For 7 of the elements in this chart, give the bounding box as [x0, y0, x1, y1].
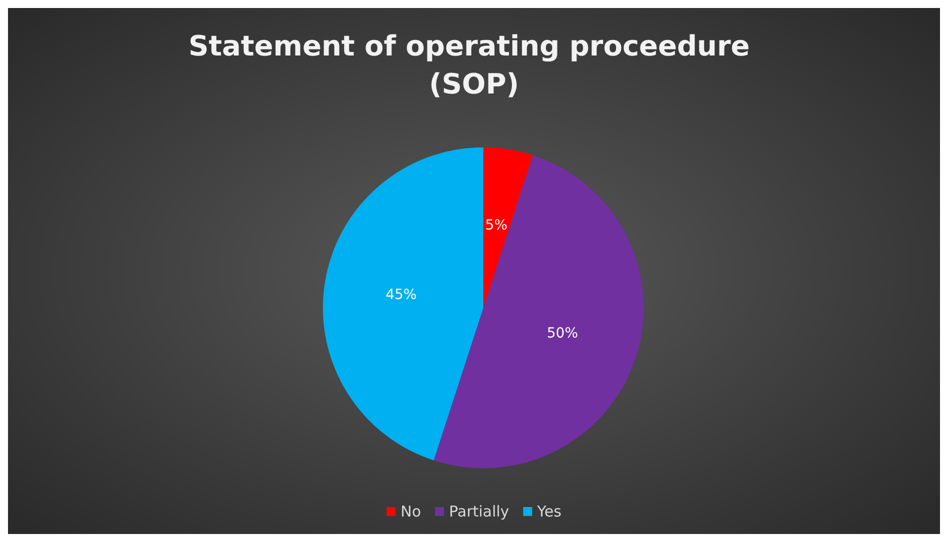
legend-label: Partially [449, 502, 510, 520]
legend-label: No [400, 502, 422, 520]
chart-title: Statement of operating proceedure (SOP) [188, 30, 760, 100]
legend-label: Yes [536, 502, 562, 520]
data-label: 50% [546, 326, 578, 342]
data-label: 45% [386, 286, 417, 303]
data-label: 5% [485, 218, 508, 234]
